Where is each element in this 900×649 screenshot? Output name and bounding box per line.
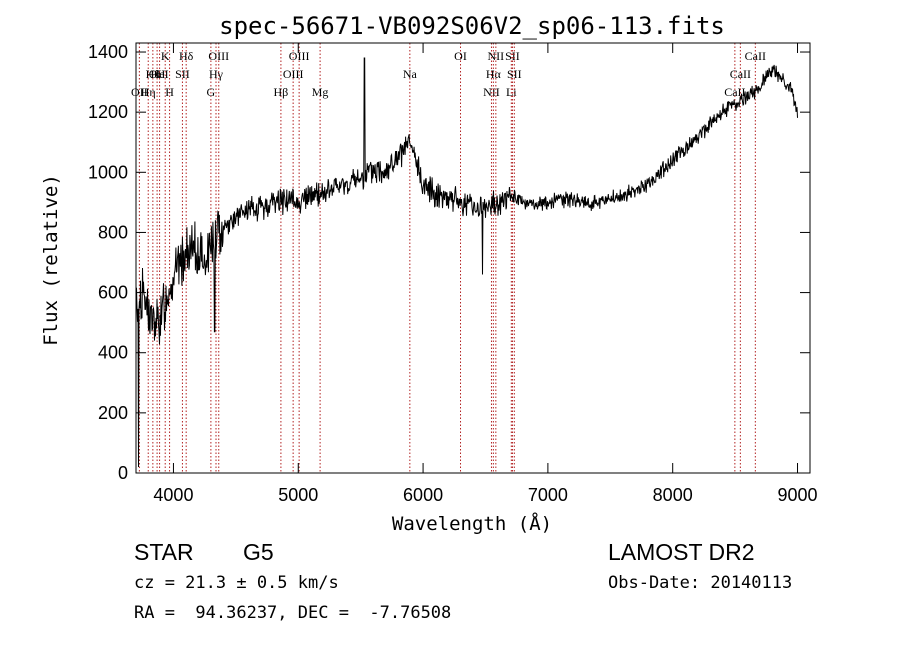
spectral-line-label: HeI: [151, 67, 169, 81]
spectral-line-label: NII: [488, 49, 505, 63]
spectral-line-markers: OIIHηHθOIIHeIKHSIIHδGHγOIIIHβOIIIOIIIMgN…: [131, 43, 766, 473]
spectral-line-label: CaII: [730, 67, 751, 81]
spectral-line-label: SII: [507, 67, 522, 81]
survey-name: LAMOST DR2: [608, 539, 755, 565]
x-tick-label: 4000: [153, 485, 193, 505]
spectral-line-label: K: [161, 49, 170, 63]
x-tick-label: 6000: [403, 485, 443, 505]
coordinates: RA = 94.36237, DEC = -7.76508: [134, 603, 452, 623]
y-tick-label: 1000: [88, 162, 128, 182]
y-tick-label: 800: [98, 222, 128, 242]
spectral-line-label: Li: [506, 85, 517, 99]
velocity: cz = 21.3 ± 0.5 km/s: [134, 573, 339, 593]
plot-frame: [135, 42, 811, 474]
spectral-line-label: G: [207, 85, 216, 99]
spectral-line-label: OIII: [208, 49, 229, 63]
spectral-line-label: OII: [131, 85, 148, 99]
y-axis-label: Flux (relative): [40, 174, 62, 346]
spectral-subclass: G5: [243, 539, 274, 565]
spectral-line-label: OIII: [283, 67, 304, 81]
object-class: STAR: [134, 539, 194, 565]
spectral-line-label: Hθ: [146, 67, 161, 81]
axis-ticks: 4000 5000 6000 7000 8000 9000 0 200 400 600 800 100…: [88, 42, 818, 505]
spectral-line-label: Hη: [141, 85, 156, 99]
spectral-line-label: OIII: [289, 49, 310, 63]
y-tick-label: 1400: [88, 42, 128, 62]
y-tick-label: 0: [118, 463, 128, 483]
spectrum-line: [135, 57, 798, 468]
y-tick-label: 600: [98, 283, 128, 303]
spectral-line-label: CaII: [745, 49, 766, 63]
x-tick-label: 8000: [653, 485, 693, 505]
spectral-line-label: Na: [403, 67, 418, 81]
chart-title: spec-56671-VB092S06V2_sp06-113.fits: [219, 12, 725, 40]
y-tick-label: 200: [98, 403, 128, 423]
y-tick-label: 1200: [88, 102, 128, 122]
spectral-line-label: SII: [175, 67, 190, 81]
spectral-line-label: OI: [454, 49, 467, 63]
x-axis-label: Wavelength (Å): [392, 512, 552, 535]
spectral-line-label: Mg: [312, 85, 329, 99]
x-tick-label: 9000: [777, 485, 817, 505]
spectral-line-label: Hα: [486, 67, 502, 81]
spectral-line-label: Hβ: [274, 85, 289, 99]
spectral-line-label: OII: [149, 67, 166, 81]
spectral-line-label: Hδ: [179, 49, 194, 63]
spectral-line-label: Hγ: [209, 67, 224, 81]
y-tick-label: 400: [98, 343, 128, 363]
observation-date: Obs-Date: 20140113: [608, 573, 793, 593]
x-tick-label: 5000: [278, 485, 318, 505]
x-tick-label: 7000: [528, 485, 568, 505]
spectral-line-label: SII: [505, 49, 520, 63]
spectral-line-label: H: [165, 85, 174, 99]
spectral-line-label: NII: [483, 85, 500, 99]
